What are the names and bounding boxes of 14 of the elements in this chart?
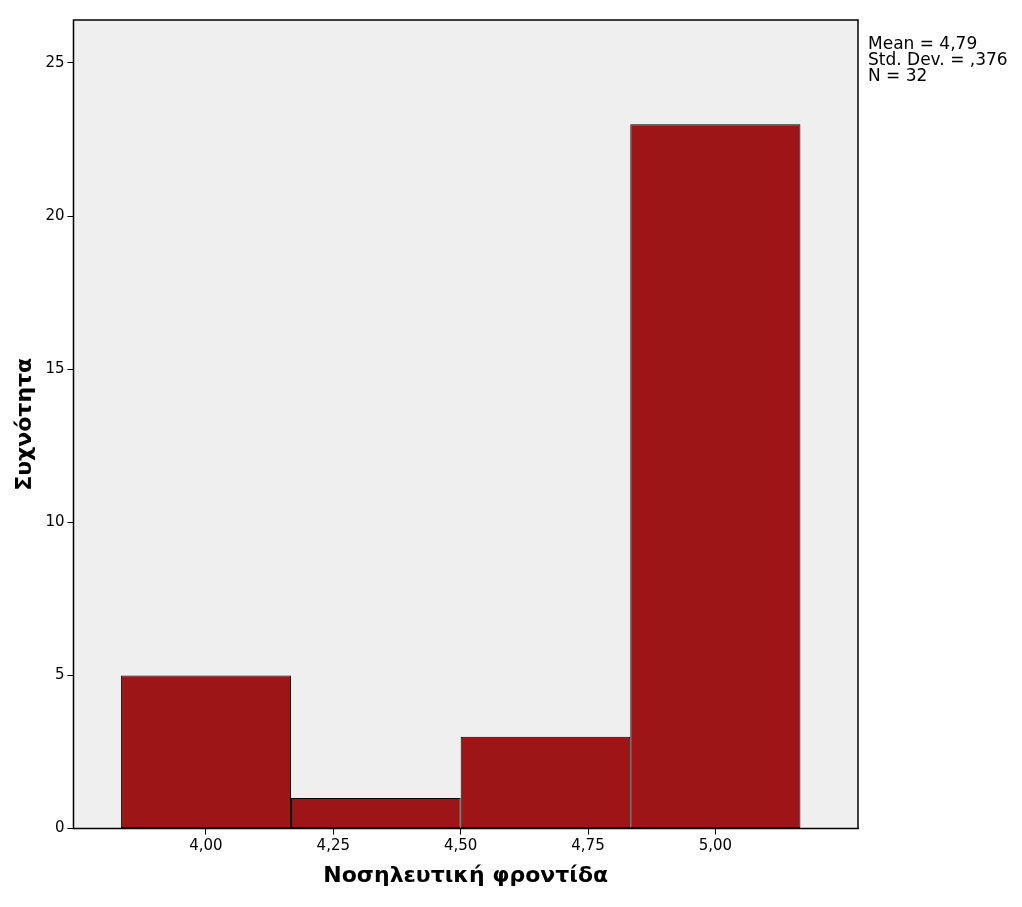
y-tick-label: 15	[45, 359, 65, 378]
x-tick-label: 5,00	[698, 836, 733, 855]
x-tick-label: 4,25	[316, 836, 350, 855]
y-tick-label: 5	[54, 665, 65, 684]
y-axis-title: Συχνότητα	[10, 357, 36, 491]
x-tick-label: 4,75	[571, 836, 605, 855]
y-tick-label: 0	[54, 818, 65, 837]
x-tick-label: 4,50	[443, 836, 478, 855]
y-tick-label: 20	[45, 205, 65, 224]
y-tick-label: 25	[45, 52, 65, 71]
y-tick-label: 10	[45, 512, 65, 531]
x-axis-title: Νοσηλευτική φροντίδα	[323, 861, 609, 887]
x-tick-label: 4,00	[189, 836, 223, 855]
text: N = 32	[868, 64, 928, 85]
